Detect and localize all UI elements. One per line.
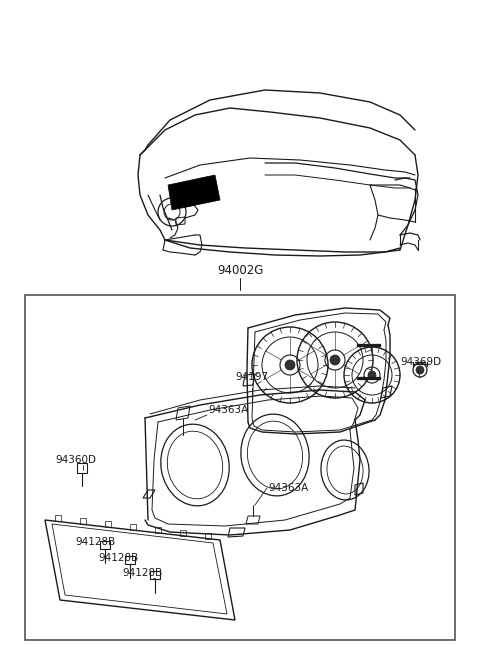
Text: 94360D: 94360D — [55, 455, 96, 465]
Text: 94128B: 94128B — [98, 553, 138, 563]
Circle shape — [368, 371, 376, 379]
Polygon shape — [168, 175, 220, 210]
Text: 94369D: 94369D — [400, 357, 441, 367]
Circle shape — [416, 366, 424, 374]
Circle shape — [330, 355, 340, 365]
Text: 94128B: 94128B — [75, 537, 115, 547]
Text: 94128B: 94128B — [122, 568, 162, 578]
Text: 94363A: 94363A — [268, 483, 308, 493]
Text: 94002G: 94002G — [217, 264, 263, 276]
Circle shape — [285, 360, 295, 370]
Text: 94197: 94197 — [235, 372, 269, 382]
Text: 94363A: 94363A — [208, 405, 248, 415]
